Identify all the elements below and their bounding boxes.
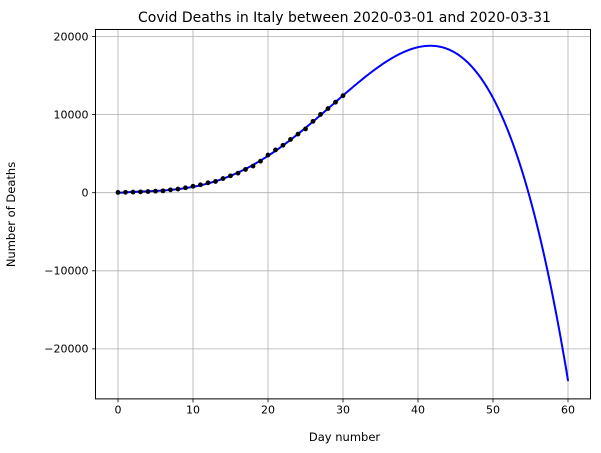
scatter-point <box>280 142 286 148</box>
scatter-point <box>220 176 226 181</box>
scatter-point <box>235 170 241 176</box>
scatter-point <box>175 186 181 192</box>
scatter-point <box>138 189 143 195</box>
scatter-point <box>213 179 218 184</box>
y-tick-label: −20000 <box>44 343 88 356</box>
scatter-point <box>123 189 128 195</box>
scatter-point <box>265 152 271 158</box>
x-tick-label: 40 <box>411 403 425 416</box>
scatter-point <box>318 112 323 117</box>
x-axis-label: Day number <box>309 430 381 444</box>
x-tick-label: 50 <box>486 403 500 416</box>
scatter-point <box>228 173 233 179</box>
y-axis-label: Number of Deaths <box>4 162 18 267</box>
scatter-point <box>183 185 188 191</box>
y-tick-label: −10000 <box>44 265 88 278</box>
x-tick-label: 0 <box>115 403 122 416</box>
scatter-point <box>115 190 121 195</box>
y-tick-label: 0 <box>82 187 89 200</box>
chart-title: Covid Deaths in Italy between 2020-03-01… <box>138 10 551 26</box>
scatter-points-layer <box>115 93 346 195</box>
scatter-point <box>243 167 248 172</box>
axes-frame <box>95 28 591 400</box>
scatter-point <box>198 182 203 188</box>
scatter-point <box>295 131 301 137</box>
x-tick-label: 60 <box>561 403 575 416</box>
grid-layer <box>95 29 591 399</box>
scatter-point <box>160 188 166 194</box>
x-tick-label: 20 <box>261 403 275 416</box>
scatter-point <box>340 93 346 99</box>
scatter-point <box>190 183 196 189</box>
scatter-point <box>333 99 338 105</box>
scatter-point <box>303 126 308 132</box>
scatter-point <box>273 147 278 153</box>
scatter-point <box>205 180 211 186</box>
scatter-point <box>258 158 263 164</box>
x-tick-label: 30 <box>336 403 350 416</box>
y-tick-label: 20000 <box>54 30 89 43</box>
y-tick-label: 10000 <box>54 108 89 121</box>
scatter-point <box>168 187 173 193</box>
tick-labels-layer: 0 10 20 30 40 50 60 20000 10000 0 −10000 −20000 <box>44 30 575 416</box>
scatter-point <box>288 137 293 142</box>
scatter-point <box>310 118 316 124</box>
scatter-point <box>130 189 136 195</box>
scatter-point <box>145 189 151 194</box>
tick-marks-layer <box>92 36 569 403</box>
scatter-point <box>250 163 256 169</box>
scatter-point <box>153 188 158 194</box>
scatter-point <box>325 106 331 111</box>
x-tick-label: 10 <box>186 403 200 416</box>
